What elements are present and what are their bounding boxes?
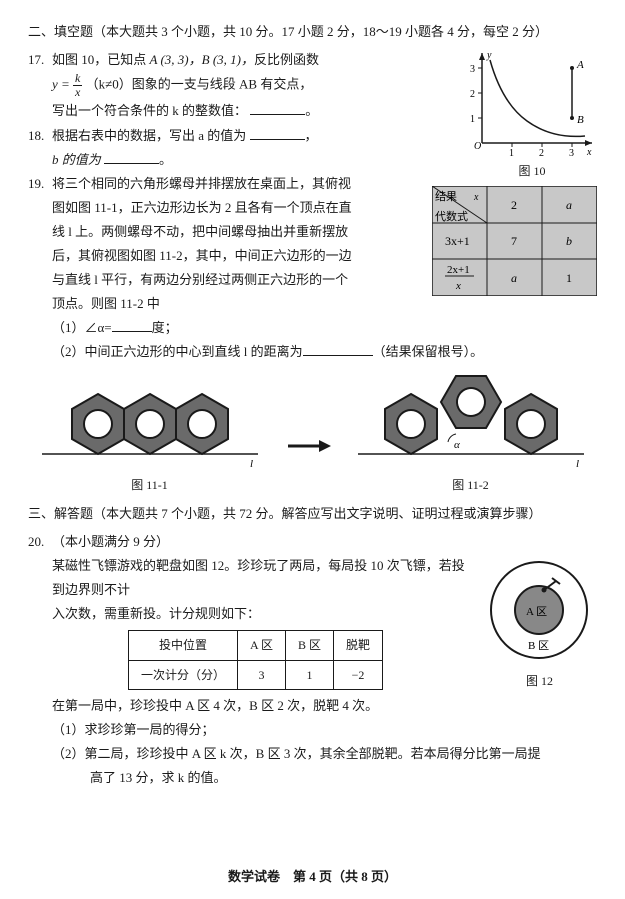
svg-text:x: x bbox=[455, 280, 461, 292]
svg-text:3: 3 bbox=[470, 64, 475, 75]
figure-12: A 区 B 区 图 12 bbox=[482, 558, 597, 692]
svg-text:b: b bbox=[566, 234, 572, 248]
fig11-1-cap: 图 11-1 bbox=[40, 474, 260, 496]
figure-10-caption: 图 10 bbox=[467, 160, 597, 182]
arrow-icon bbox=[283, 396, 333, 496]
q20-table: 投中位置 A 区 B 区 脱靶 一次计分（分） 3 1 −2 bbox=[128, 630, 383, 689]
th-pos: 投中位置 bbox=[129, 631, 238, 660]
q20-sub2a: （2）第二局，珍珍投中 A 区 k 次，B 区 3 次，其余全部脱靶。若本局得分… bbox=[52, 742, 597, 766]
svg-text:l: l bbox=[576, 458, 579, 470]
svg-text:1: 1 bbox=[509, 148, 514, 158]
figure-10: O x y 1 2 3 1 2 3 A B 图 10 bbox=[467, 48, 597, 182]
th-miss: 脱靶 bbox=[334, 631, 383, 660]
blank-q18b bbox=[104, 150, 159, 164]
svg-text:A: A bbox=[576, 59, 584, 71]
fig11-2-cap: 图 11-2 bbox=[356, 474, 586, 496]
svg-text:1: 1 bbox=[566, 271, 572, 285]
graph-icon: O x y 1 2 3 1 2 3 A B bbox=[467, 48, 597, 158]
page-footer: 数学试卷 第 4 页（共 8 页） bbox=[0, 865, 625, 889]
svg-text:y: y bbox=[486, 50, 492, 61]
svg-text:3: 3 bbox=[569, 148, 574, 158]
blank-q18a bbox=[250, 126, 305, 140]
blank-q19-2 bbox=[303, 342, 373, 356]
svg-text:a: a bbox=[511, 271, 517, 285]
q19-sub2: （2）中间正六边形的中心到直线 l 的距离为（结果保留根号）。 bbox=[52, 340, 597, 364]
svg-text:O: O bbox=[474, 141, 481, 152]
q20-sub2b: 高了 13 分，求 k 的值。 bbox=[52, 766, 597, 790]
figure-11-2: l α 图 11-2 bbox=[356, 372, 586, 496]
svg-text:x: x bbox=[473, 192, 479, 203]
q17-text: 如图 10，已知点 bbox=[52, 52, 150, 67]
svg-text:1: 1 bbox=[470, 114, 475, 125]
figure-11-1: l 图 11-1 bbox=[40, 372, 260, 496]
svg-text:B 区: B 区 bbox=[528, 640, 549, 652]
svg-text:A 区: A 区 bbox=[526, 606, 547, 618]
th-b: B 区 bbox=[286, 631, 334, 660]
q19: 19. 将三个相同的六角形螺母并排摆放在桌面上，其俯视 bbox=[28, 172, 426, 196]
q17: 17. 如图 10，已知点 A (3, 3)，B (3, 1)，反比例函数 bbox=[28, 48, 461, 72]
q18-num: 18. bbox=[28, 124, 52, 148]
svg-text:a: a bbox=[566, 198, 572, 212]
svg-text:l: l bbox=[250, 458, 253, 470]
svg-text:2: 2 bbox=[539, 148, 544, 158]
q18: 18. 根据右表中的数据，写出 a 的值为 ， bbox=[28, 124, 461, 148]
q20-num: 20. bbox=[28, 530, 52, 554]
q20-sub1: （1）求珍珍第一局的得分； bbox=[52, 718, 597, 742]
hex-figures: l 图 11-1 l α 图 11-2 bbox=[28, 372, 597, 496]
section2-header: 二、填空题（本大题共 3 个小题，共 10 分。17 小题 2 分，18～19 … bbox=[28, 20, 597, 44]
q19-sub1: （1）∠α=度； bbox=[52, 316, 597, 340]
svg-text:代数式: 代数式 bbox=[435, 210, 468, 223]
figure-12-caption: 图 12 bbox=[482, 670, 597, 692]
q20: 20. （本小题满分 9 分） bbox=[28, 530, 597, 554]
svg-text:2: 2 bbox=[511, 198, 517, 212]
q18-table: 结果 x 代数式 2 a 3x+1 7 b 2x+1 x a 1 bbox=[432, 186, 597, 296]
blank-q19-1 bbox=[112, 318, 152, 332]
svg-text:2x+1: 2x+1 bbox=[447, 264, 470, 276]
blank-q17 bbox=[250, 101, 305, 115]
svg-text:B: B bbox=[577, 114, 584, 126]
td-score: 一次计分（分） bbox=[129, 660, 238, 689]
svg-text:x: x bbox=[586, 147, 592, 158]
th-a: A 区 bbox=[238, 631, 286, 660]
q17-num: 17. bbox=[28, 48, 52, 72]
svg-text:2: 2 bbox=[470, 89, 475, 100]
section3-header: 三、解答题（本大题共 7 个小题，共 72 分。解答应写出文字说明、证明过程或演… bbox=[28, 502, 597, 526]
svg-text:α: α bbox=[454, 439, 460, 451]
svg-text:7: 7 bbox=[511, 234, 517, 248]
svg-text:3x+1: 3x+1 bbox=[445, 234, 470, 248]
q19-num: 19. bbox=[28, 172, 52, 196]
svg-text:结果: 结果 bbox=[435, 190, 457, 203]
